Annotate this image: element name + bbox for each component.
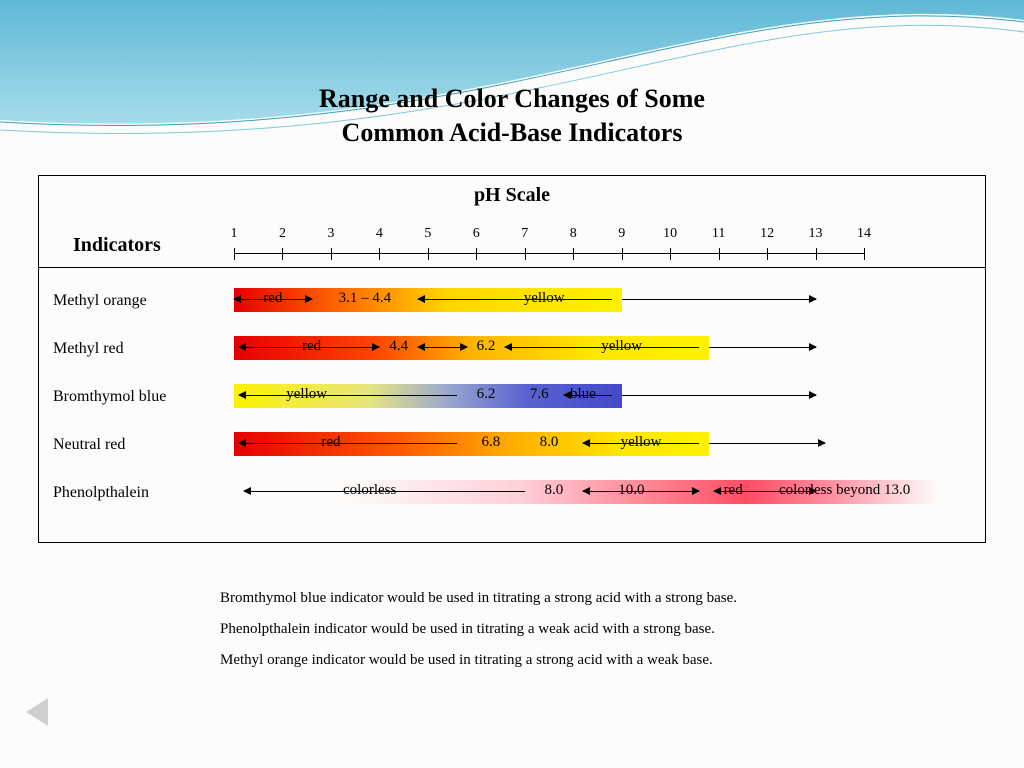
indicator-name: Neutral red xyxy=(53,436,125,454)
axis-tick-label: 3 xyxy=(327,226,334,242)
axis-tick xyxy=(816,248,817,260)
arrow-head-icon xyxy=(809,391,817,399)
axis-tick xyxy=(573,248,574,260)
axis-tick-label: 1 xyxy=(231,226,238,242)
arrow-line xyxy=(418,299,612,300)
arrow-head-icon xyxy=(417,343,425,351)
arrow-head-icon xyxy=(243,487,251,495)
indicator-annotation: 8.0 xyxy=(544,482,563,499)
axis-tick-label: 14 xyxy=(857,226,871,242)
axis-tick xyxy=(525,248,526,260)
arrow-head-icon xyxy=(238,343,246,351)
indicator-row: Methyl orangered3.1 – 4.4yellow xyxy=(39,286,985,328)
indicator-rows: Methyl orangered3.1 – 4.4yellow Methyl re… xyxy=(39,268,985,542)
indicator-annotation: 7.6 xyxy=(530,386,549,403)
arrow-line xyxy=(622,299,816,300)
arrow-line xyxy=(714,491,816,492)
arrow-line xyxy=(583,491,699,492)
arrow-line xyxy=(234,299,312,300)
axis-tick xyxy=(767,248,768,260)
indicator-annotation: 6.8 xyxy=(481,434,500,451)
axis-tick xyxy=(282,248,283,260)
back-icon[interactable] xyxy=(26,698,48,726)
indicator-row: Methyl redred4.46.2yellow xyxy=(39,334,985,376)
axis-tick-label: 11 xyxy=(712,226,725,242)
arrow-line xyxy=(505,347,699,348)
arrow-head-icon xyxy=(233,295,241,303)
arrow-line xyxy=(239,395,457,396)
arrow-line xyxy=(709,443,825,444)
axis-tick-label: 9 xyxy=(618,226,625,242)
chart-header: pH Scale Indicators 1234567891011121314 xyxy=(39,176,985,268)
arrow-line xyxy=(583,443,699,444)
indicator-annotation: 4.4 xyxy=(389,338,408,355)
axis-tick-label: 8 xyxy=(570,226,577,242)
axis-tick-label: 7 xyxy=(521,226,528,242)
indicator-row: Neutral redred6.88.0yellow xyxy=(39,430,985,472)
ph-axis: 1234567891011121314 xyxy=(234,214,874,264)
arrow-head-icon xyxy=(582,487,590,495)
arrow-line xyxy=(244,491,525,492)
note-text: Methyl orange indicator would be used in… xyxy=(220,652,920,669)
axis-tick xyxy=(234,248,235,260)
arrow-head-icon xyxy=(238,391,246,399)
axis-tick-label: 6 xyxy=(473,226,480,242)
arrow-line xyxy=(709,347,816,348)
axis-tick xyxy=(719,248,720,260)
axis-line xyxy=(234,253,864,254)
axis-tick xyxy=(476,248,477,260)
indicator-row: Phenolpthaleincolorless8.010.0redcolorle… xyxy=(39,478,985,520)
indicator-row: Bromthymol blueyellow6.27.6blue xyxy=(39,382,985,424)
indicator-name: Phenolpthalein xyxy=(53,484,149,502)
axis-tick-label: 2 xyxy=(279,226,286,242)
notes-section: Bromthymol blue indicator would be used … xyxy=(220,590,920,683)
arrow-head-icon xyxy=(818,439,826,447)
arrow-line xyxy=(564,395,612,396)
indicators-header: Indicators xyxy=(73,234,161,257)
axis-tick xyxy=(864,248,865,260)
note-text: Phenolpthalein indicator would be used i… xyxy=(220,621,920,638)
indicator-annotation: 8.0 xyxy=(540,434,559,451)
arrow-head-icon xyxy=(563,391,571,399)
axis-tick xyxy=(331,248,332,260)
arrow-head-icon xyxy=(305,295,313,303)
arrow-head-icon xyxy=(238,439,246,447)
indicator-annotation: 6.2 xyxy=(477,338,496,355)
axis-tick xyxy=(379,248,380,260)
axis-tick xyxy=(670,248,671,260)
arrow-head-icon xyxy=(692,487,700,495)
indicator-annotation: 6.2 xyxy=(477,386,496,403)
axis-tick-label: 4 xyxy=(376,226,383,242)
arrow-line xyxy=(239,347,380,348)
ph-scale-title: pH Scale xyxy=(39,184,985,207)
arrow-head-icon xyxy=(809,295,817,303)
indicator-name: Methyl red xyxy=(53,340,124,358)
indicator-name: Methyl orange xyxy=(53,292,147,310)
arrow-head-icon xyxy=(809,343,817,351)
axis-tick-label: 10 xyxy=(663,226,677,242)
arrow-head-icon xyxy=(417,295,425,303)
indicator-annotation: 3.1 – 4.4 xyxy=(339,290,392,307)
axis-tick-label: 5 xyxy=(424,226,431,242)
page-title: Range and Color Changes of Some Common A… xyxy=(0,82,1024,150)
arrow-line xyxy=(239,443,457,444)
axis-tick-label: 13 xyxy=(809,226,823,242)
title-line2: Common Acid-Base Indicators xyxy=(342,118,683,147)
axis-tick xyxy=(428,248,429,260)
arrow-head-icon xyxy=(372,343,380,351)
arrow-line xyxy=(622,395,816,396)
arrow-head-icon xyxy=(460,343,468,351)
arrow-head-icon xyxy=(713,487,721,495)
note-text: Bromthymol blue indicator would be used … xyxy=(220,590,920,607)
arrow-head-icon xyxy=(504,343,512,351)
title-line1: Range and Color Changes of Some xyxy=(319,84,705,113)
arrow-head-icon xyxy=(582,439,590,447)
arrow-head-icon xyxy=(809,487,817,495)
indicator-name: Bromthymol blue xyxy=(53,388,166,406)
axis-tick xyxy=(622,248,623,260)
chart-panel: pH Scale Indicators 1234567891011121314 … xyxy=(38,175,986,543)
axis-tick-label: 12 xyxy=(760,226,774,242)
